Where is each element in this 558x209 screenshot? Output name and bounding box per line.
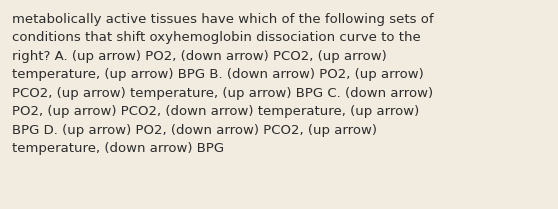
Text: metabolically active tissues have which of the following sets of
conditions that: metabolically active tissues have which … bbox=[12, 13, 434, 155]
